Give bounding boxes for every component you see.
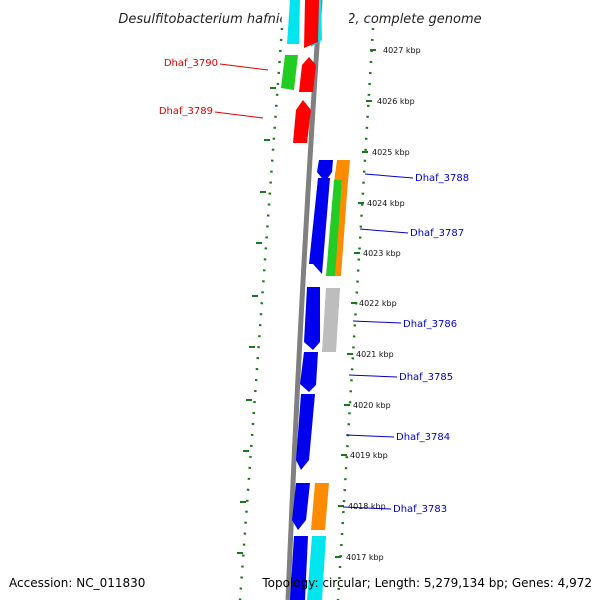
gene-label-dhaf-3789[interactable]: Dhaf_3789 <box>159 106 213 117</box>
gene-blue-bottom <box>290 536 308 600</box>
kbp-label: 4020 kbp <box>353 401 391 410</box>
kbp-label: 4023 kbp <box>363 249 401 258</box>
gene-blue-3786 <box>304 287 320 350</box>
gene-red-3789 <box>293 100 311 143</box>
genes-reverse <box>281 0 319 143</box>
kbp-label: 4019 kbp <box>350 451 388 460</box>
kbp-scale: 4027 kbp 4026 kbp 4025 kbp 4024 kbp 4023… <box>335 46 421 562</box>
gene-blue-3783 <box>292 483 310 530</box>
gene-label-dhaf-3783[interactable]: Dhaf_3783 <box>393 504 447 515</box>
gene-label-dhaf-3787[interactable]: Dhaf_3787 <box>410 228 464 239</box>
gene-label-dhaf-3786[interactable]: Dhaf_3786 <box>403 319 457 330</box>
gene-blue-3787 <box>309 178 330 274</box>
gene-blue-3785 <box>300 352 318 392</box>
gene-blue-3784 <box>296 394 315 470</box>
kbp-label: 4026 kbp <box>377 97 415 106</box>
kbp-label: 4024 kbp <box>367 199 405 208</box>
gene-orange-3787 <box>335 180 348 276</box>
accession-label: Accession: NC_011830 <box>9 576 145 590</box>
gene-green-3787 <box>326 180 342 276</box>
kbp-label: 4022 kbp <box>359 299 397 308</box>
kbp-label: 4021 kbp <box>356 350 394 359</box>
gene-label-dhaf-3784[interactable]: Dhaf_3784 <box>396 432 450 443</box>
gene-red-3790 <box>299 57 316 92</box>
gene-label-leaders <box>214 63 414 510</box>
gene-orange-3788 <box>334 160 350 182</box>
genes-forward <box>290 0 350 600</box>
gene-green-3790 <box>281 55 298 90</box>
kbp-label: 4017 kbp <box>346 553 384 562</box>
gene-label-dhaf-3790[interactable]: Dhaf_3790 <box>164 58 218 69</box>
gene-labels: Dhaf_3790 Dhaf_3789 Dhaf_3788 Dhaf_3787 … <box>159 58 469 515</box>
gene-orange-3783 <box>311 483 329 530</box>
kbp-label: 4018 kbp <box>348 502 386 511</box>
gene-red-top <box>304 0 319 48</box>
gene-cyan-top-left <box>287 0 300 44</box>
gene-grey-3786 <box>322 288 340 352</box>
genome-backbone <box>285 0 323 600</box>
topology-label: Topology: circular; Length: 5,279,134 bp… <box>261 576 592 590</box>
gene-label-dhaf-3785[interactable]: Dhaf_3785 <box>399 372 453 383</box>
gene-cyan-bottom <box>307 536 326 600</box>
kbp-label: 4027 kbp <box>383 46 421 55</box>
inner-major-ticks <box>237 87 276 554</box>
kbp-label: 4025 kbp <box>372 148 410 157</box>
outer-dotted-circle <box>336 27 375 600</box>
inner-dotted-circle <box>238 27 284 600</box>
gene-label-dhaf-3788[interactable]: Dhaf_3788 <box>415 173 469 184</box>
gene-blue-3788 <box>317 160 333 182</box>
